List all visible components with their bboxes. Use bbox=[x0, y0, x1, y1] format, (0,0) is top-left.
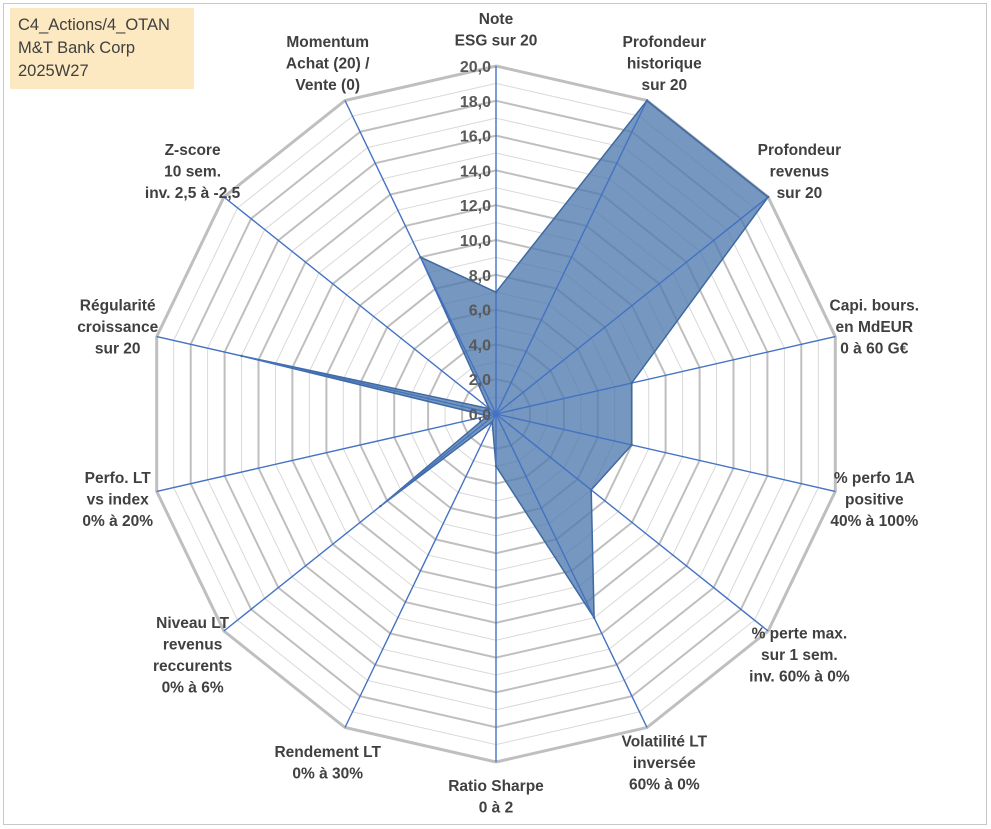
axis-spoke bbox=[495, 100, 648, 415]
data-point bbox=[766, 195, 770, 199]
axis-label-line: vs index bbox=[87, 492, 149, 509]
data-point bbox=[494, 465, 498, 468]
axis-label: Momentum Achat (20) / Vente (0) bbox=[286, 34, 370, 94]
data-point bbox=[488, 407, 491, 410]
axis-label-line: Niveau LT bbox=[156, 615, 229, 632]
data-series-area bbox=[241, 99, 770, 621]
axis-label-line: 10 sem. bbox=[164, 163, 221, 180]
axis-label: Niveau LT revenus reccurents 0% à 6% bbox=[153, 615, 232, 697]
data-point bbox=[240, 354, 243, 358]
radial-tick-label: 20,0 bbox=[460, 59, 491, 76]
axis-label-line: Ratio Sharpe bbox=[448, 778, 544, 795]
axis-label-line: inversée bbox=[633, 755, 696, 772]
axis-label-line: revenus bbox=[770, 163, 829, 180]
axis-label-line: Vente (0) bbox=[295, 77, 360, 94]
axis-label-line: Rendement LT bbox=[274, 744, 381, 761]
axis-label-line: Achat (20) / bbox=[286, 56, 370, 73]
radial-tick-label: 4,0 bbox=[469, 337, 491, 354]
info-box-line-2: M&T Bank Corp bbox=[18, 39, 136, 57]
data-point bbox=[630, 381, 633, 385]
axis-label: Rendement LT 0% à 30% bbox=[274, 744, 381, 783]
data-point bbox=[491, 420, 494, 423]
axis-spoke bbox=[495, 413, 769, 632]
data-point bbox=[486, 414, 489, 418]
radial-tick-label: 2,0 bbox=[469, 372, 491, 389]
data-point bbox=[494, 291, 498, 294]
radial-tick-label: 8,0 bbox=[469, 268, 491, 285]
axis-label-line: 0% à 30% bbox=[292, 766, 363, 783]
axis-label-line: 40% à 100% bbox=[830, 513, 918, 530]
axis-label-line: revenus bbox=[163, 636, 222, 653]
radial-tick-label: 18,0 bbox=[460, 94, 491, 111]
axis-label-line: reccurents bbox=[153, 658, 232, 675]
axis-label: Z-score 10 sem. inv. 2,5 à -2,5 bbox=[145, 142, 241, 202]
data-point bbox=[590, 488, 593, 492]
axis-spoke bbox=[495, 196, 769, 415]
radial-tick-label: 0,0 bbox=[469, 407, 491, 424]
axis-label-line: sur 20 bbox=[95, 340, 141, 357]
axis-label-line: 0 à 2 bbox=[479, 800, 513, 817]
axis-spoke bbox=[156, 413, 497, 493]
axis-label-line: Capi. bours. bbox=[830, 297, 920, 314]
axis-label-line: Note bbox=[479, 11, 514, 28]
data-point bbox=[379, 505, 382, 508]
axis-label-line: 60% à 0% bbox=[629, 776, 700, 793]
axis-label: Ratio Sharpe 0 à 2 bbox=[448, 778, 544, 817]
axis-label-line: Z-score bbox=[165, 142, 221, 159]
axis-label-line: Profondeur bbox=[623, 34, 707, 51]
axis-spoke bbox=[156, 335, 497, 415]
axis-label-line: sur 20 bbox=[641, 77, 687, 94]
data-point bbox=[630, 443, 633, 447]
axis-spoke bbox=[223, 196, 497, 415]
axis-label-line: Perfo. LT bbox=[85, 470, 152, 487]
radial-tick-label: 14,0 bbox=[460, 163, 491, 180]
axis-label: Capi. bours. en MdEUR 0 à 60 G€ bbox=[830, 297, 920, 357]
axis-label-line: 0% à 20% bbox=[82, 513, 153, 530]
axis-spoke bbox=[223, 413, 497, 632]
axis-label-line: inv. 60% à 0% bbox=[749, 669, 850, 686]
axis-label-line: sur 1 sem. bbox=[761, 647, 838, 664]
axis-label: % perfo 1A positive 40% à 100% bbox=[830, 470, 918, 530]
data-point bbox=[645, 99, 649, 102]
radial-tick-label: 10,0 bbox=[460, 233, 491, 250]
axis-spoke bbox=[495, 413, 836, 493]
axis-label: Perfo. LT vs index 0% à 20% bbox=[82, 470, 153, 530]
axis-spoke bbox=[495, 413, 648, 728]
axis-label-line: Momentum bbox=[286, 34, 369, 51]
info-box-line-3: 2025W27 bbox=[18, 62, 89, 80]
axis-label-line: positive bbox=[845, 492, 904, 509]
axis-label-line: % perte max. bbox=[752, 626, 848, 643]
axis-label-line: Régularité bbox=[80, 297, 156, 314]
radial-tick-label: 12,0 bbox=[460, 198, 491, 215]
radial-tick-label: 6,0 bbox=[469, 303, 491, 320]
axis-label-line: Volatilité LT bbox=[622, 733, 708, 750]
axis-label-line: croissance bbox=[77, 319, 158, 336]
axis-label: Note ESG sur 20 bbox=[455, 11, 538, 50]
radial-tick-label: 16,0 bbox=[460, 129, 491, 146]
axis-label: Profondeur historique sur 20 bbox=[623, 34, 707, 94]
axis-label: Régularité croissance sur 20 bbox=[77, 297, 158, 357]
axis-label: % perte max. sur 1 sem. inv. 60% à 0% bbox=[749, 626, 850, 686]
axis-label-line: Profondeur bbox=[758, 142, 842, 159]
axis-label-line: inv. 2,5 à -2,5 bbox=[145, 185, 241, 202]
axis-label-line: ESG sur 20 bbox=[455, 33, 538, 50]
axis-label-line: % perfo 1A bbox=[834, 470, 915, 487]
data-point bbox=[592, 616, 596, 619]
axis-spoke bbox=[344, 413, 497, 728]
axis-label: Volatilité LT inversée 60% à 0% bbox=[622, 733, 708, 793]
axis-label-line: sur 20 bbox=[777, 185, 823, 202]
data-point bbox=[419, 256, 422, 259]
info-box: C4_Actions/4_OTAN M&T Bank Corp 2025W27 bbox=[10, 8, 194, 89]
axis-label-line: en MdEUR bbox=[836, 319, 914, 336]
axis-spoke bbox=[495, 335, 836, 415]
axis-label-line: 0 à 60 G€ bbox=[840, 340, 908, 357]
axis-label: Profondeur revenus sur 20 bbox=[758, 142, 842, 202]
info-box-line-1: C4_Actions/4_OTAN bbox=[18, 16, 170, 34]
axis-label-line: historique bbox=[627, 56, 702, 73]
axis-label-line: 0% à 6% bbox=[162, 679, 224, 696]
